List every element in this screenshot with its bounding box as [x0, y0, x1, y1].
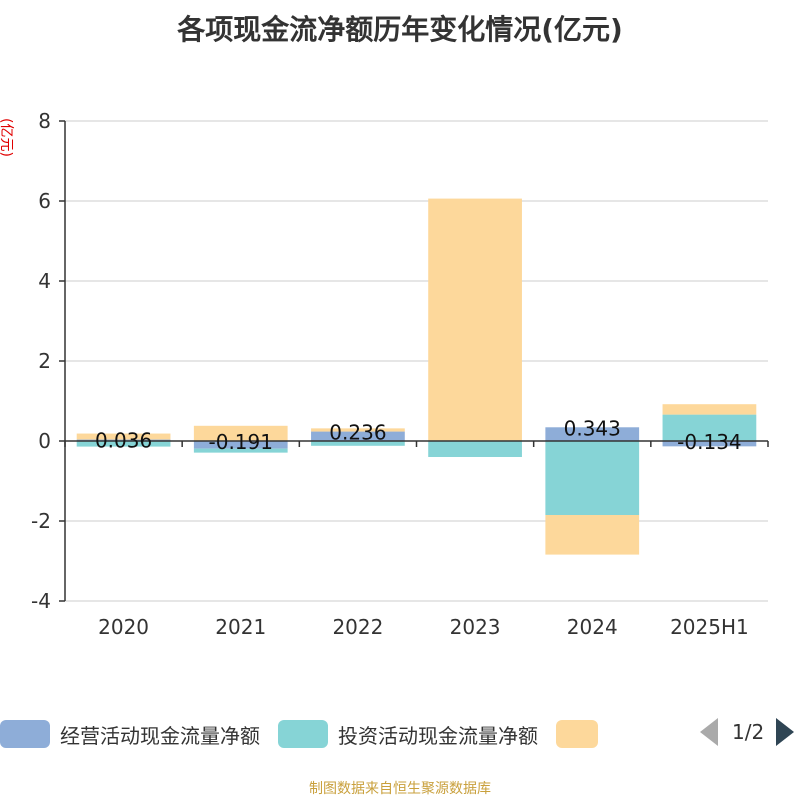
source-note: 制图数据来自恒生聚源数据库	[309, 781, 491, 797]
data-label-2022: 0.236	[329, 421, 386, 445]
bar-chart: -4 -2 0 2 4 6 8 2020 2021 2022 2023 2024 2025H1 0.03…	[0, 109, 769, 639]
legend-item-operating[interactable]: 经营活动现金流量净额	[0, 720, 260, 749]
bar-2020-series-1	[76, 441, 171, 447]
bar-2025H1-series-1	[662, 414, 757, 441]
data-label-2025H1: -0.134	[677, 430, 741, 454]
bars	[76, 198, 757, 555]
legend-label-operating: 经营活动现金流量净额	[60, 723, 260, 748]
legend-swatch-operating	[0, 720, 50, 748]
axes: -4 -2 0 2 4 6 8 2020 2021 2022 2023 2024 2025H1	[31, 109, 769, 639]
bar-2024-series-1	[545, 441, 640, 515]
legend-swatch-investing	[278, 720, 328, 748]
bar-2022-series-0	[311, 431, 405, 441]
bar-2023-series-1	[428, 441, 522, 457]
bar-2021-series-0	[193, 441, 288, 449]
bar-2025H1-series-0	[662, 441, 757, 447]
data-label-2020: 0.036	[95, 429, 152, 453]
y-tick-label: -2	[31, 509, 51, 533]
bar-2022-series-1	[311, 441, 405, 446]
x-tick-label-2022: 2022	[332, 615, 383, 639]
legend-item-investing[interactable]: 投资活动现金流量净额	[278, 720, 538, 749]
x-tick-label-2020: 2020	[98, 615, 149, 639]
y-tick-label: 0	[38, 429, 51, 453]
y-tick-label: 6	[38, 189, 51, 213]
data-label-2024: 0.343	[564, 416, 621, 440]
y-tick-label: 8	[38, 109, 51, 133]
legend-swatch-third	[556, 720, 598, 748]
grid-lines	[65, 120, 768, 602]
bar-2023-series-2	[428, 198, 522, 441]
legend-prev-page-icon[interactable]	[700, 718, 718, 746]
x-tick-label-2021: 2021	[215, 615, 266, 639]
data-labels: 0.036 -0.191 0.236 0.343 -0.134	[95, 416, 742, 454]
y-axis-unit-label: (亿元)	[0, 118, 14, 157]
x-tick-label-2025H1: 2025H1	[670, 615, 749, 639]
legend-item-third[interactable]	[556, 720, 608, 748]
chart-title: 各项现金流净额历年变化情况(亿元)	[177, 13, 623, 46]
data-label-2021: -0.191	[209, 430, 273, 454]
legend-pager: 1/2	[700, 718, 795, 746]
bar-2020-series-2	[76, 433, 171, 440]
legend: 经营活动现金流量净额 投资活动现金流量净额	[0, 716, 626, 752]
bar-2025H1-series-2	[662, 404, 757, 415]
bar-2024-series-0	[545, 427, 640, 441]
y-tick-label: 4	[38, 269, 51, 293]
y-tick-label: 2	[38, 349, 51, 373]
legend-page-indicator: 1/2	[732, 720, 765, 744]
x-tick-label-2023: 2023	[450, 615, 501, 639]
legend-next-page-icon[interactable]	[776, 718, 795, 746]
bar-2022-series-2	[311, 428, 405, 432]
bar-2024-series-2	[545, 515, 640, 555]
x-tick-label-2024: 2024	[567, 615, 618, 639]
bar-2021-series-2	[193, 425, 288, 441]
y-tick-label: -4	[31, 589, 51, 613]
legend-label-investing: 投资活动现金流量净额	[338, 723, 538, 748]
bar-2021-series-1	[193, 448, 288, 453]
